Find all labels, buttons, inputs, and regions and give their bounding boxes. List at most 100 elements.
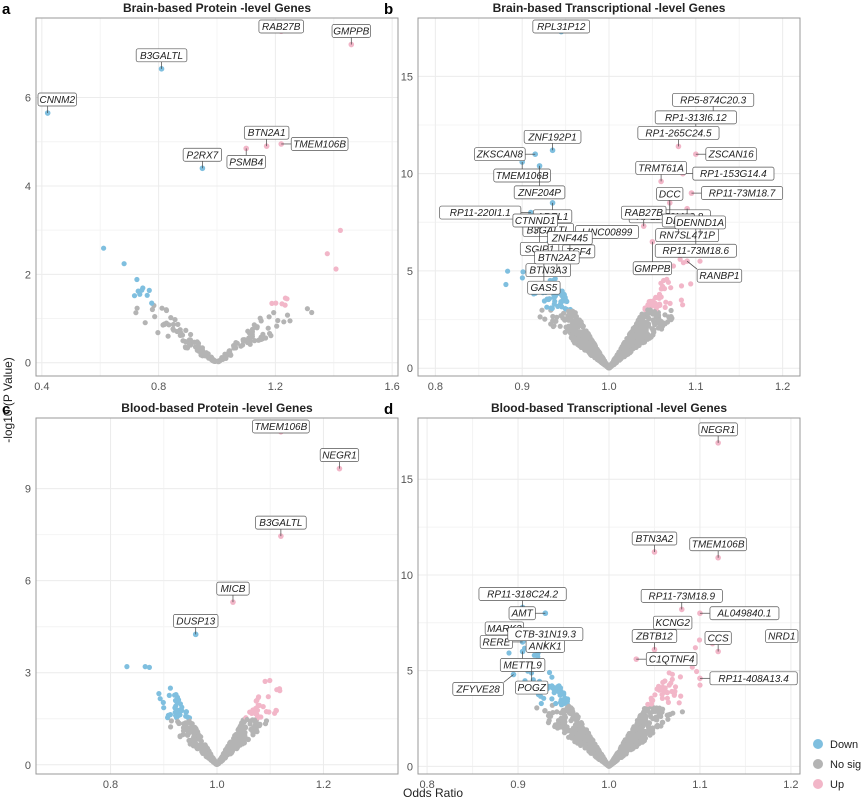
data-point	[254, 325, 260, 331]
data-point	[172, 692, 178, 698]
gene-label-box	[532, 19, 590, 34]
data-point	[667, 711, 673, 718]
data-point	[176, 720, 182, 727]
data-point	[664, 276, 670, 282]
data-point	[281, 319, 287, 325]
gene-label: DUSP13	[176, 616, 215, 627]
data-point	[232, 732, 239, 739]
data-point	[658, 294, 664, 300]
data-point	[592, 354, 598, 360]
panel-a: 0.4 0.8 1.2 1.6 0 2 4 6 Brain-based Protein -lev…	[2, 1, 400, 393]
data-point	[183, 345, 189, 351]
data-point	[282, 302, 288, 308]
y-tick-label: 9	[25, 484, 31, 496]
gene-label-box	[654, 110, 737, 125]
data-point	[637, 321, 643, 327]
data-point	[562, 715, 568, 721]
gene-label: RP1-265C24.5	[645, 128, 712, 139]
data-point	[645, 307, 651, 313]
x-tick-label: 0.8	[428, 381, 443, 393]
data-point	[190, 741, 197, 747]
gene-label: ZKSCAN8	[476, 150, 524, 161]
data-point	[579, 732, 585, 738]
data-point	[578, 319, 584, 325]
data-point	[621, 341, 627, 347]
gene-label-box	[512, 213, 558, 228]
data-point	[678, 297, 685, 303]
data-point	[619, 345, 625, 351]
data-point	[665, 319, 671, 325]
data-point	[555, 725, 561, 731]
data-point	[173, 709, 179, 715]
data-point	[614, 352, 620, 358]
data-point	[650, 727, 656, 733]
data-point	[227, 350, 233, 356]
data-point	[180, 732, 186, 738]
data-point	[551, 685, 557, 691]
data-point	[669, 671, 676, 677]
data-point	[641, 709, 647, 715]
x-tick-label: 1.0	[601, 381, 616, 393]
data-point	[179, 704, 185, 710]
panel-title: Blood-based Protein -level Genes	[121, 401, 313, 415]
data-point	[263, 718, 270, 724]
data-point	[244, 717, 250, 723]
data-point	[241, 337, 247, 343]
gene-label: RP11-73M18.7	[709, 189, 776, 200]
x-tick-label: 1.1	[692, 779, 707, 791]
data-point	[654, 724, 661, 730]
data-point	[550, 313, 556, 320]
data-point	[664, 695, 671, 701]
data-point	[266, 709, 272, 715]
data-point	[184, 732, 190, 738]
gene-label: TMEM106B	[254, 422, 307, 433]
data-point	[171, 327, 177, 333]
data-point	[304, 306, 310, 312]
x-tick-label: 0.9	[515, 381, 530, 393]
gene-label: AMT	[511, 609, 534, 620]
y-tick-label: 6	[25, 93, 31, 105]
data-point	[197, 347, 203, 354]
legend-marker	[813, 759, 823, 769]
data-point	[219, 355, 225, 361]
gene-label-box	[515, 680, 549, 695]
data-point	[549, 696, 555, 702]
gene-label: RPL31P12	[537, 22, 586, 33]
data-point	[570, 711, 576, 717]
gene-label-box	[534, 250, 580, 265]
data-point	[669, 676, 675, 683]
data-point	[554, 709, 560, 715]
data-point	[652, 309, 658, 315]
gene-label: RN7SL471P	[659, 231, 715, 242]
y-tick-label: 0	[407, 363, 413, 375]
data-point	[678, 693, 684, 699]
gene-label: SGIP1	[525, 244, 554, 255]
data-point	[555, 717, 562, 724]
data-point	[168, 315, 174, 321]
data-point	[568, 314, 574, 320]
gene-label: NEGR1	[701, 425, 735, 436]
panel-border	[417, 417, 801, 775]
data-point	[534, 705, 540, 711]
data-point	[566, 703, 572, 709]
data-point	[149, 306, 155, 313]
data-point	[648, 695, 654, 701]
data-point	[189, 721, 195, 727]
data-point	[159, 305, 165, 311]
y-tick-label: 10	[401, 169, 413, 181]
gene-label-box	[499, 658, 546, 672]
data-point	[167, 685, 173, 691]
panel-border	[35, 17, 399, 377]
data-point	[183, 709, 189, 715]
data-point	[237, 734, 243, 741]
data-point	[271, 310, 277, 316]
gene-label-box	[474, 147, 526, 162]
gene-label: C1QTNF4	[649, 655, 695, 666]
data-point	[555, 684, 561, 690]
gene-label: GAS5	[531, 283, 558, 294]
data-point	[155, 330, 161, 336]
panel-border	[35, 417, 399, 775]
data-point	[634, 328, 640, 334]
data-point	[575, 330, 581, 336]
data-point	[677, 674, 684, 680]
